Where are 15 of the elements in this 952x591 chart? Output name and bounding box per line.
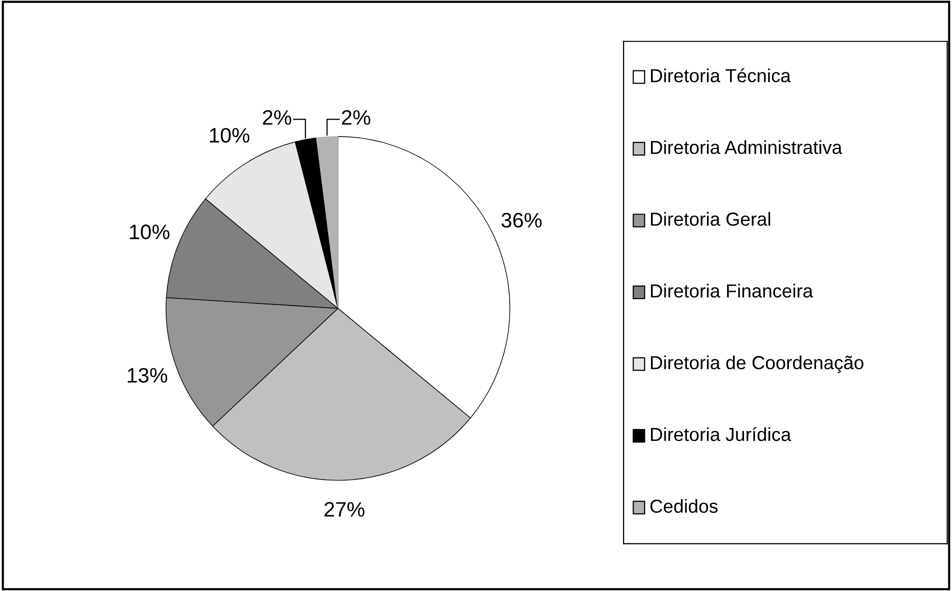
legend-label: Diretoria Jurídica [650, 427, 792, 442]
pie-slice [316, 136, 338, 309]
legend-label: Diretoria Administrativa [650, 140, 842, 154]
data-label: 2% [342, 110, 370, 125]
data-label: 2% [262, 110, 292, 125]
data-label: 36% [501, 212, 542, 228]
data-label: 10% [130, 224, 170, 240]
legend-label: Diretoria Técnica [650, 68, 791, 82]
legend-label: Diretoria de Coordenação [650, 356, 864, 374]
legend-label: Diretoria Geral [650, 212, 770, 226]
data-label: 10% [210, 128, 250, 143]
data-label: 13% [128, 368, 168, 383]
legend-label: Cedidos [650, 499, 718, 513]
legend-label: Diretoria Financeira [650, 284, 814, 298]
data-label: 27% [324, 502, 364, 517]
